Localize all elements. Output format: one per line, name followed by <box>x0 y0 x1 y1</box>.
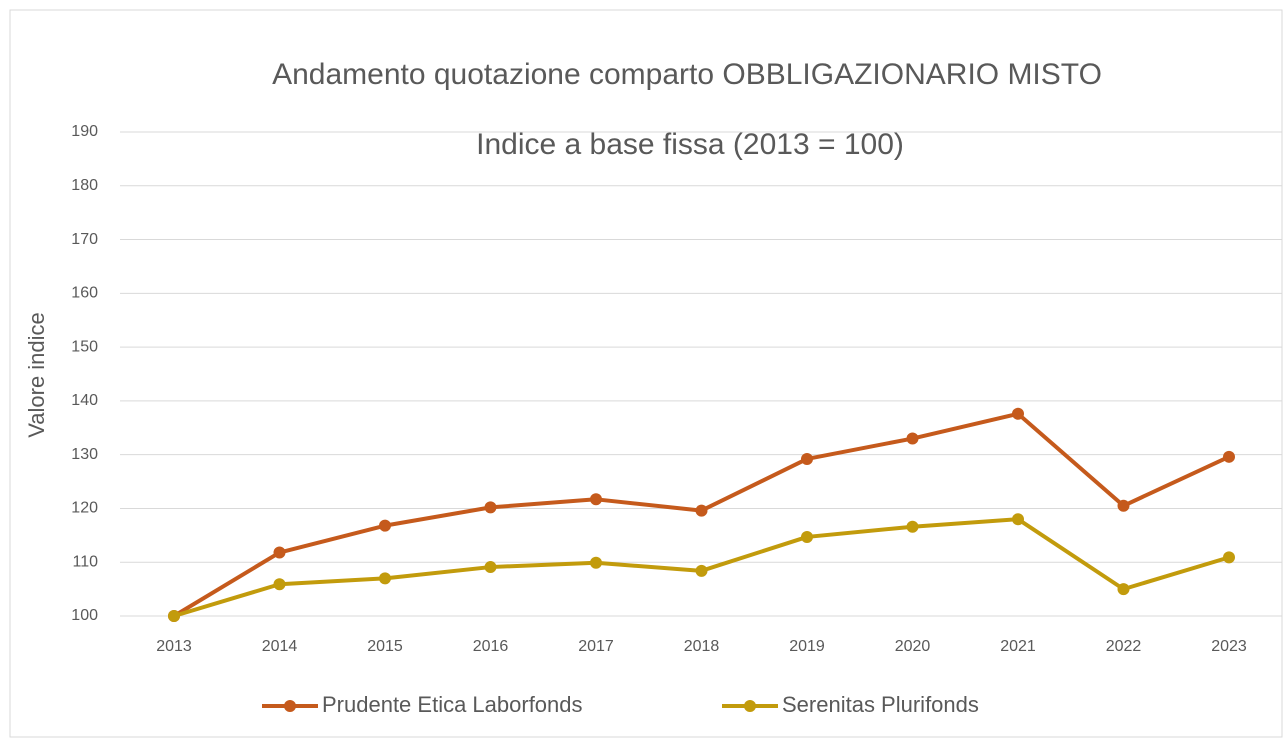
y-tick-label: 190 <box>71 123 98 140</box>
x-tick-label: 2016 <box>473 638 509 655</box>
x-tick-label: 2018 <box>684 638 720 655</box>
y-tick-label: 150 <box>71 338 98 355</box>
data-point <box>1117 583 1130 596</box>
data-point <box>801 530 813 543</box>
y-tick-label: 180 <box>71 177 98 194</box>
data-point <box>379 572 391 585</box>
data-point <box>801 452 813 465</box>
data-point <box>484 501 497 514</box>
data-point <box>1223 551 1235 564</box>
data-point <box>1117 499 1130 512</box>
chart-subtitle: Indice a base fissa (2013 = 100) <box>476 128 904 161</box>
data-point <box>590 556 602 569</box>
x-tick-label: 2020 <box>895 638 931 655</box>
data-point <box>484 561 497 574</box>
x-tick-label: 2022 <box>1106 638 1142 655</box>
legend-label: Prudente Etica Laborfonds <box>322 692 583 717</box>
data-point <box>906 432 919 445</box>
y-tick-label: 160 <box>71 285 98 302</box>
y-axis-label: Valore indice <box>24 312 49 438</box>
y-tick-label: 130 <box>71 446 98 463</box>
x-tick-label: 2017 <box>578 638 614 655</box>
data-point <box>379 519 391 532</box>
data-point <box>273 578 286 591</box>
data-point <box>273 546 286 559</box>
data-point <box>695 564 708 577</box>
legend-marker <box>284 700 296 712</box>
data-point <box>1223 450 1235 463</box>
y-tick-label: 110 <box>72 553 98 570</box>
x-tick-label: 2015 <box>367 638 403 655</box>
data-point <box>906 520 919 533</box>
x-tick-label: 2019 <box>789 638 825 655</box>
y-tick-label: 120 <box>71 500 98 517</box>
x-tick-label: 2021 <box>1000 638 1036 655</box>
x-tick-label: 2013 <box>156 638 192 655</box>
y-tick-label: 100 <box>71 607 98 624</box>
data-point <box>1012 513 1024 526</box>
legend-label: Serenitas Plurifonds <box>782 692 979 717</box>
chart-border <box>9 9 1283 738</box>
data-point <box>590 493 602 506</box>
data-point <box>1012 407 1024 420</box>
x-tick-label: 2014 <box>262 638 298 655</box>
legend-marker <box>744 700 756 712</box>
x-tick-label: 2023 <box>1211 638 1247 655</box>
data-point <box>168 610 180 622</box>
chart-title: Andamento quotazione comparto OBBLIGAZIO… <box>272 58 1102 91</box>
y-tick-label: 170 <box>71 231 98 248</box>
data-point <box>695 504 708 517</box>
y-tick-label: 140 <box>71 392 98 409</box>
